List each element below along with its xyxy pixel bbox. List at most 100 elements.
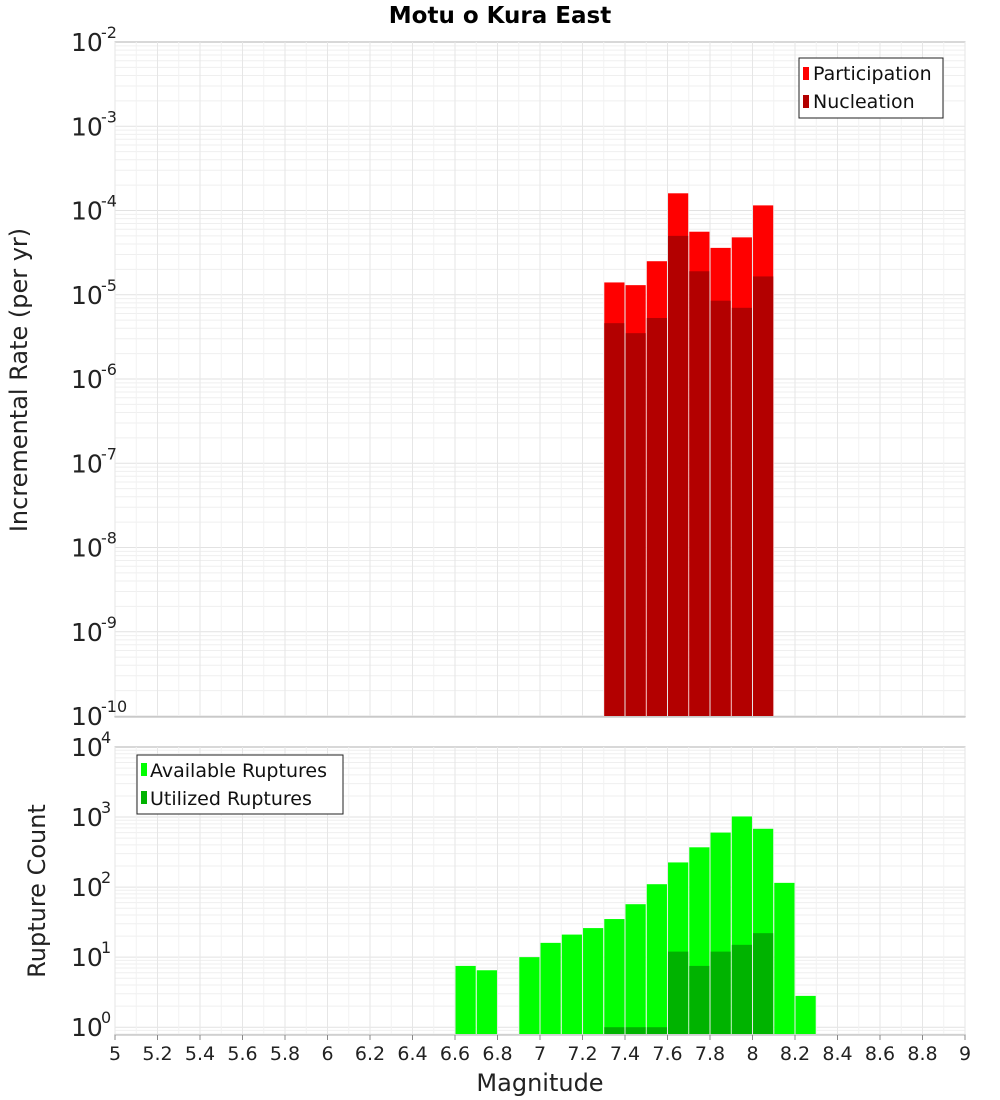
chart-title: Motu o Kura East: [389, 3, 611, 29]
x-tick-label: 6.2: [355, 1043, 385, 1065]
rate-y-tick-label: 10: [71, 618, 103, 647]
x-tick-label: 6.4: [397, 1043, 427, 1065]
x-axis-label: Magnitude: [476, 1069, 603, 1097]
x-tick-label: 6.6: [440, 1043, 470, 1065]
count-y-tick-exponent: 2: [101, 868, 111, 887]
count-grid: [114, 747, 966, 1035]
count-bar-available-ruptures: [795, 995, 816, 1034]
rate-legend: Participation Nucleation: [798, 57, 944, 119]
rate-y-tick-label: 10: [71, 112, 103, 141]
x-tick-label: 6.8: [482, 1043, 512, 1065]
rate-y-tick-exponent: -9: [101, 613, 117, 632]
count-bar-available-ruptures: [625, 904, 646, 1034]
rate-y-tick-exponent: -6: [101, 360, 117, 379]
nucleation-legend-swatch: [803, 95, 809, 108]
x-tick-label: 8.8: [907, 1043, 937, 1065]
rate-grid: [114, 42, 966, 717]
count-bar-available-ruptures: [774, 882, 795, 1034]
x-tick-label: 8.6: [865, 1043, 895, 1065]
rate-bar-nucleation: [604, 323, 625, 716]
count-bar-available-ruptures: [604, 919, 625, 1034]
rate-y-tick-exponent: -7: [101, 444, 117, 463]
count-bar-available-ruptures: [646, 884, 667, 1034]
x-tick-label: 7.6: [652, 1043, 682, 1065]
count-bar-available-ruptures: [476, 970, 497, 1034]
x-tick-label: 7: [534, 1043, 546, 1065]
rate-y-tick-label: 10: [71, 28, 103, 57]
count-legend-box: [136, 754, 344, 815]
count-y-tick-exponent: 0: [101, 1008, 111, 1027]
rate-y-tick-exponent: -8: [101, 529, 117, 548]
x-tick-label: 7.2: [567, 1043, 597, 1065]
count-bar-utilized-ruptures: [753, 933, 774, 1034]
x-tick-label: 5.8: [270, 1043, 300, 1065]
rate-y-tick-exponent: -2: [101, 23, 117, 42]
count-bar-utilized-ruptures: [625, 1027, 646, 1034]
count-y-tick-label: 10: [71, 873, 103, 902]
rate-bar-nucleation: [731, 307, 752, 716]
rate-legend-box: [798, 57, 944, 119]
count-bar-available-ruptures: [455, 965, 476, 1034]
rate-y-tick-label: 10: [71, 702, 103, 731]
nucleation-legend-label: Nucleation: [813, 91, 915, 113]
x-tick-label: 7.8: [695, 1043, 725, 1065]
count-bars: [455, 816, 816, 1034]
count-bar-utilized-ruptures: [710, 951, 731, 1034]
rate-y-tick-label: 10: [71, 534, 103, 563]
x-tick-label: 5: [109, 1043, 121, 1065]
rate-bar-nucleation: [689, 271, 710, 716]
count-bar-available-ruptures: [583, 928, 604, 1034]
rate-bar-nucleation: [710, 300, 731, 716]
count-y-tick-label: 10: [71, 733, 103, 762]
rate-bars: [604, 193, 774, 717]
count-y-tick-exponent: 4: [101, 728, 111, 747]
count-bar-utilized-ruptures: [646, 1027, 667, 1034]
available-legend-swatch: [141, 763, 147, 776]
x-tick-label: 5.2: [142, 1043, 172, 1065]
count-y-tick-label: 10: [71, 943, 103, 972]
rate-bar-nucleation: [668, 235, 689, 717]
available-legend-label: Available Ruptures: [150, 760, 327, 782]
count-y-tick-exponent: 1: [101, 938, 111, 957]
count-bar-utilized-ruptures: [689, 965, 710, 1034]
rate-y-tick-exponent: -10: [101, 697, 127, 716]
x-tick-label: 5.6: [227, 1043, 257, 1065]
rate-y-tick-label: 10: [71, 449, 103, 478]
rate-y-axis-label: Incremental Rate (per yr): [5, 228, 33, 532]
count-y-axis-label: Rupture Count: [23, 804, 51, 978]
count-y-tick-exponent: 3: [101, 798, 111, 817]
count-y-tick-label: 10: [71, 1013, 103, 1042]
rate-bar-nucleation: [646, 317, 667, 716]
count-bar-utilized-ruptures: [668, 951, 689, 1034]
rate-bar-nucleation: [753, 276, 774, 716]
x-tick-label: 5.4: [185, 1043, 215, 1065]
participation-legend-swatch: [803, 67, 809, 80]
count-bar-available-ruptures: [519, 957, 540, 1034]
count-y-tick-label: 10: [71, 803, 103, 832]
count-bar-available-ruptures: [540, 942, 561, 1034]
utilized-legend-label: Utilized Ruptures: [150, 788, 312, 810]
rate-bar-nucleation: [625, 333, 646, 716]
rate-y-tick-exponent: -5: [101, 276, 117, 295]
rate-y-tick-exponent: -3: [101, 107, 117, 126]
x-tick-label: 8: [746, 1043, 758, 1065]
x-tick-label: 7.4: [610, 1043, 640, 1065]
x-tick-label: 9: [959, 1043, 971, 1065]
count-bar-utilized-ruptures: [731, 944, 752, 1034]
rate-y-tick-label: 10: [71, 365, 103, 394]
count-bar-available-ruptures: [561, 934, 582, 1034]
x-tick-label: 6: [321, 1043, 333, 1065]
x-tick-label: 8.2: [780, 1043, 810, 1065]
participation-legend-label: Participation: [813, 63, 932, 85]
rate-y-tick-label: 10: [71, 281, 103, 310]
utilized-legend-swatch: [141, 791, 147, 804]
count-bar-utilized-ruptures: [604, 1027, 625, 1034]
count-legend: Available Ruptures Utilized Ruptures: [136, 754, 344, 815]
rate-y-tick-exponent: -4: [101, 192, 117, 211]
rate-y-tick-label: 10: [71, 197, 103, 226]
